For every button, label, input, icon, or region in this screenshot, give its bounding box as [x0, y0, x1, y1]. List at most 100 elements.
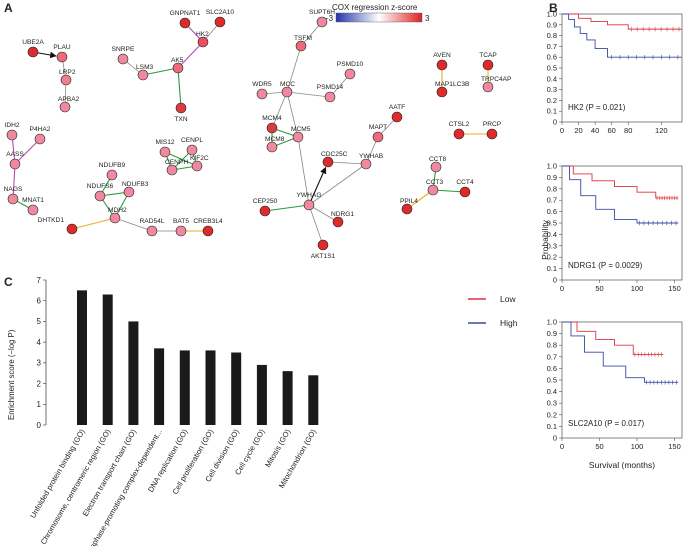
- km-ytick-label: 0.9: [547, 173, 557, 182]
- node-mcm8: MCM8: [265, 136, 285, 153]
- node-lsm3: LSM3: [136, 64, 154, 81]
- edge-cct3-ppil4: [406, 189, 434, 210]
- km-ytick-label: 0.5: [547, 376, 557, 385]
- km-xtick-label: 100: [631, 284, 644, 293]
- node-slc2a10-circle: [214, 16, 226, 28]
- km-curve-high: [562, 321, 679, 383]
- node-mdh2: MDH2: [108, 207, 127, 224]
- node-ndrg1-label: NDRG1: [331, 211, 354, 218]
- node-aass-label: AASS: [6, 151, 24, 158]
- node-ppil4: PPIL4: [400, 198, 418, 215]
- bar-mitochondrion-go: [308, 375, 319, 425]
- km-xlabel: Survival (months): [589, 460, 655, 470]
- edge-ywhab-cdc25c: [327, 161, 367, 165]
- km-curve-low: [562, 321, 664, 355]
- km-ytick-label: 0.9: [547, 20, 557, 29]
- edge-cct3-cct4: [432, 189, 466, 193]
- node-rad54l-circle: [146, 225, 158, 237]
- node-aven: AVEN: [433, 52, 451, 71]
- node-kif2c: KIF2C: [190, 155, 209, 172]
- edge-ywhag-cdc25c: [308, 166, 327, 206]
- node-mcc: MCC: [280, 81, 295, 98]
- edge-lsm3-ak5: [142, 67, 179, 76]
- network-nodes: UBE2A PLAU LRP2 APBA2 GNPNAT1 SLC2A10 HK2 SNRPE…: [4, 9, 512, 260]
- km-curve-low: [562, 13, 682, 30]
- node-snrpe: SNRPE: [112, 46, 135, 65]
- km-xtick-label: 120: [655, 126, 668, 135]
- node-ak5-circle: [172, 62, 184, 74]
- node-cct4-label: CCT4: [456, 179, 474, 186]
- km-ytick-label: 1.0: [547, 162, 557, 171]
- node-gnpnat1-circle: [179, 17, 191, 29]
- node-map1lc3b-label: MAP1LC3B: [435, 81, 470, 88]
- node-slc2a10: SLC2A10: [206, 9, 234, 28]
- node-prcp: PRCP: [483, 121, 502, 140]
- km-xtick-label: 20: [574, 126, 582, 135]
- node-akt1s1: AKT1S1: [311, 239, 336, 260]
- km-ytick-label: 0.5: [547, 219, 557, 228]
- node-ppil4-label: PPIL4: [400, 198, 418, 205]
- node-akt1s1-label: AKT1S1: [311, 253, 336, 260]
- node-cct8: CCT8: [429, 156, 447, 173]
- node-map1lc3b-circle: [436, 86, 448, 98]
- km-ytick-label: 0.9: [547, 329, 557, 338]
- node-cct8-circle: [430, 161, 442, 173]
- km-ytick-label: 0.6: [547, 53, 557, 62]
- node-lrp2-circle: [60, 74, 72, 86]
- bar-anaphase-promoting-complex-dependent: [154, 348, 165, 425]
- node-mis12: MIS12: [155, 139, 175, 158]
- km-ytick-label: 0.4: [547, 230, 557, 239]
- node-tcap-label: TCAP: [479, 52, 497, 59]
- bar-ytick-label: 7: [37, 276, 42, 285]
- km-xtick-label: 40: [591, 126, 599, 135]
- node-tsfm: TSFM: [294, 35, 312, 52]
- edge-supt6h-tsfm: [300, 21, 323, 47]
- node-creb3l4-label: CREB3L4: [193, 218, 223, 225]
- node-psmd10-label: PSMD10: [337, 61, 364, 68]
- node-p4ha2-label: P4HA2: [30, 126, 51, 133]
- edge-mdh2-rad54l: [114, 217, 153, 232]
- edge-cep250-ywhag: [264, 204, 310, 212]
- edge-ywhab-ywhag: [308, 163, 367, 206]
- node-cep250-circle: [259, 205, 271, 217]
- colorbar-gradient: [335, 12, 423, 23]
- node-wdr5-circle: [256, 88, 268, 100]
- node-prcp-circle: [486, 128, 498, 140]
- node-hk2: HK2: [196, 31, 209, 48]
- km-ytick-label: 0.2: [547, 410, 557, 419]
- node-supt6h-circle: [316, 16, 328, 28]
- colorbar-min-label: −3: [324, 14, 334, 23]
- node-ywhag-circle: [303, 199, 315, 211]
- km-xtick-label: 80: [624, 126, 632, 135]
- km-ytick-label: 0.7: [547, 352, 557, 361]
- node-cenph-circle: [166, 164, 178, 176]
- node-psmd10: PSMD10: [337, 61, 364, 80]
- node-cct3-label: CCT3: [426, 179, 444, 186]
- node-mcm5-label: MCM5: [291, 126, 311, 133]
- survival-panels: 00.10.20.30.40.50.60.70.80.91.00 20 40 60 80…: [540, 10, 683, 470]
- edge-ywhag-akt1s1: [308, 204, 324, 246]
- km-ytick-label: 0: [553, 276, 557, 285]
- km-ytick-label: 0.4: [547, 74, 557, 83]
- legend-low-label: Low: [500, 294, 516, 304]
- node-lsm3-circle: [137, 69, 149, 81]
- km-curve-low: [562, 165, 679, 199]
- km-ytick-label: 0.3: [547, 399, 557, 408]
- node-mis12-circle: [159, 146, 171, 158]
- edge-mis12-kif2c: [164, 151, 198, 167]
- node-creb3l4: CREB3L4: [193, 218, 223, 237]
- node-idh2: IDH2: [4, 122, 20, 141]
- node-mapt-label: MAPT: [369, 124, 387, 131]
- node-mdh2-circle: [109, 212, 121, 224]
- node-apba2-label: APBA2: [58, 96, 80, 103]
- km-curve-high: [562, 165, 679, 224]
- node-cdc25c-label: CDC25C: [321, 151, 348, 158]
- node-mnat1-label: MNAT1: [22, 197, 44, 204]
- node-mcm5: MCM5: [291, 126, 311, 143]
- bar-ytick-label: 5: [37, 317, 42, 326]
- node-kif2c-label: KIF2C: [190, 155, 209, 162]
- node-ppil4-circle: [401, 203, 413, 215]
- node-mdh2-label: MDH2: [108, 207, 127, 214]
- bar-chromosome-centromeric-region-go: [102, 294, 113, 425]
- node-tcap: TCAP: [479, 52, 497, 71]
